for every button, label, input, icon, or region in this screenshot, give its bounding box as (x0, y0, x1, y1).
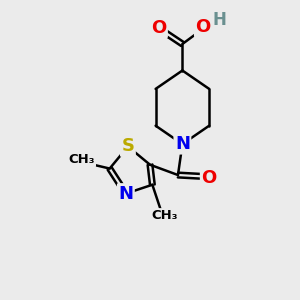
Text: CH₃: CH₃ (151, 209, 177, 222)
Text: S: S (122, 137, 134, 155)
Text: H: H (212, 11, 226, 28)
Text: O: O (151, 19, 166, 37)
Text: N: N (175, 135, 190, 153)
Text: CH₃: CH₃ (68, 153, 95, 166)
Text: N: N (118, 184, 134, 202)
Text: O: O (201, 169, 217, 187)
Text: O: O (195, 18, 211, 36)
